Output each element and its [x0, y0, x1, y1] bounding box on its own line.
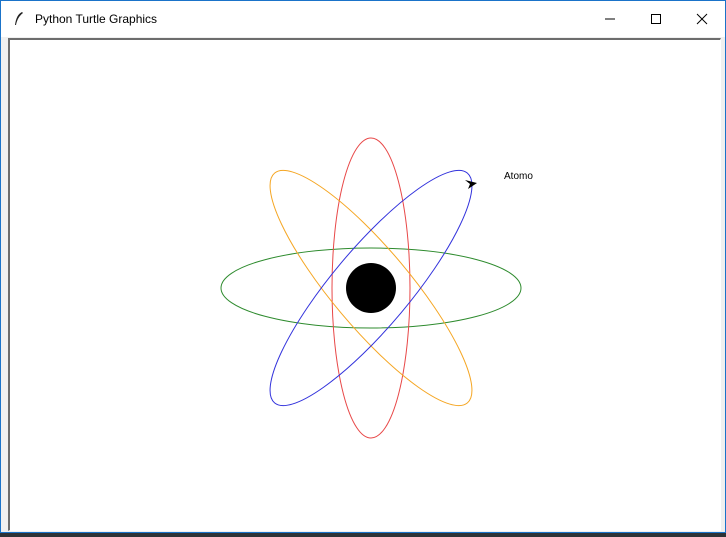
turtle-canvas-frame: Atomo	[8, 38, 721, 531]
close-button[interactable]	[679, 1, 725, 37]
turtle-canvas[interactable]: Atomo	[10, 40, 720, 530]
maximize-icon	[651, 14, 661, 24]
minimize-icon	[605, 18, 615, 20]
nucleus	[346, 263, 396, 313]
orbit-blue	[269, 169, 473, 407]
orbit-orange	[269, 169, 473, 407]
turtle-cursor-icon	[465, 180, 477, 189]
atomo-label: Atomo	[504, 171, 533, 182]
window-title: Python Turtle Graphics	[35, 12, 158, 26]
title-bar[interactable]: Python Turtle Graphics	[1, 1, 725, 37]
window-controls	[587, 1, 725, 37]
taskbar-strip	[0, 533, 726, 537]
orbit-green	[220, 247, 522, 329]
close-icon	[696, 13, 708, 25]
orbit-red	[331, 137, 411, 439]
minimize-button[interactable]	[587, 1, 633, 37]
feather-icon	[15, 12, 23, 25]
maximize-button[interactable]	[633, 1, 679, 37]
